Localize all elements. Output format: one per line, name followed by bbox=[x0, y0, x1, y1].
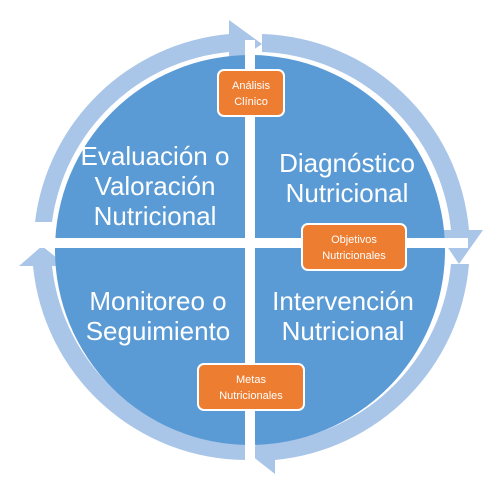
box-line: Análisis bbox=[232, 80, 270, 92]
box-line: Clínico bbox=[234, 96, 268, 108]
box-background bbox=[217, 69, 285, 117]
divider-vertical bbox=[245, 40, 255, 465]
label-line: Nutricional bbox=[94, 201, 217, 231]
divider-horizontal bbox=[32, 238, 468, 248]
box-background bbox=[301, 223, 407, 271]
label-line: Evaluación o bbox=[81, 141, 230, 171]
box-line: Nutricionales bbox=[322, 250, 386, 262]
label-line: Valoración bbox=[95, 171, 216, 201]
arrow-top-right bbox=[35, 20, 262, 222]
box-background bbox=[197, 363, 305, 411]
quadrant-label-top-left: Evaluación o Valoración Nutricional bbox=[81, 141, 230, 231]
label-line: Intervención bbox=[272, 286, 414, 316]
arrow-bottom-left bbox=[247, 264, 469, 474]
box-objetivos-nutricionales: Objetivos Nutricionales bbox=[301, 223, 407, 271]
quadrant-label-bottom-left: Monitoreo o Seguimiento bbox=[86, 286, 231, 346]
label-line: Nutricional bbox=[286, 178, 409, 208]
quadrant-label-bottom-right: Intervención Nutricional bbox=[272, 286, 414, 346]
box-metas-nutricionales: Metas Nutricionales bbox=[197, 363, 305, 411]
label-line: Seguimiento bbox=[86, 316, 231, 346]
box-line: Objetivos bbox=[331, 234, 377, 246]
box-line: Metas bbox=[236, 374, 266, 386]
label-line: Monitoreo o bbox=[89, 286, 226, 316]
label-line: Diagnóstico bbox=[279, 148, 415, 178]
box-analisis-clinico: Análisis Clínico bbox=[217, 69, 285, 117]
quadrant-label-top-right: Diagnóstico Nutricional bbox=[279, 148, 415, 208]
quadrants bbox=[32, 40, 468, 465]
box-line: Nutricionales bbox=[219, 390, 283, 402]
label-line: Nutricional bbox=[282, 316, 405, 346]
arrow-left-up bbox=[19, 246, 247, 460]
